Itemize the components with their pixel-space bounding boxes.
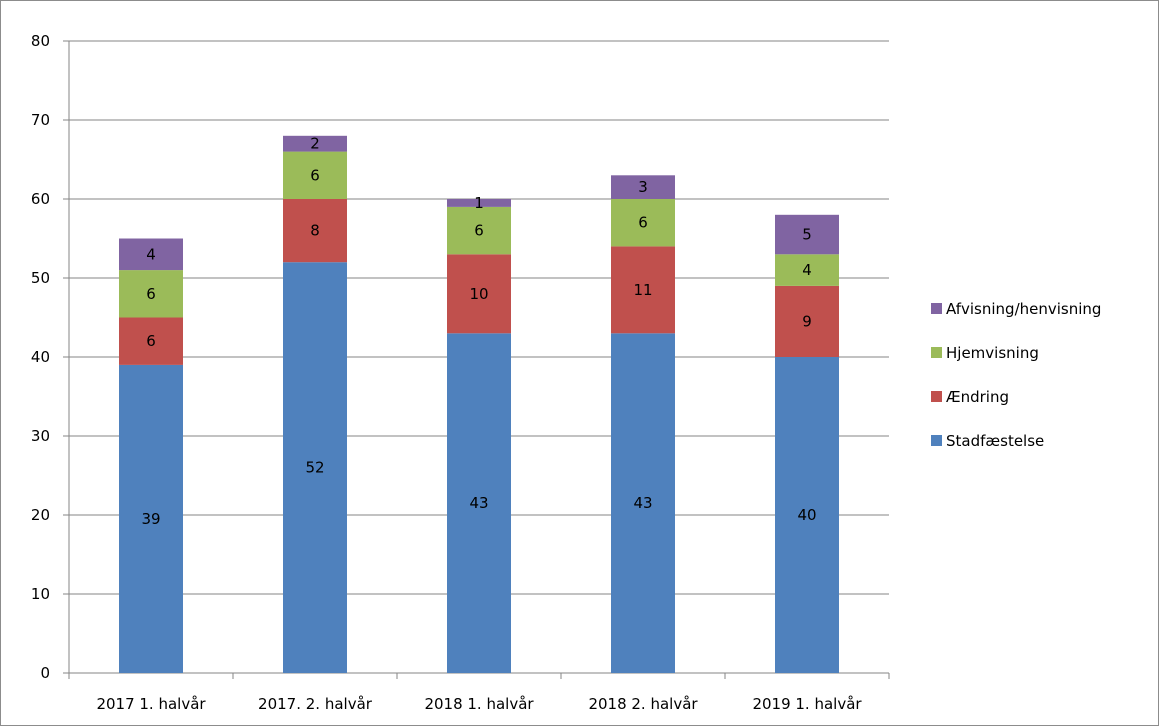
- y-tick-label-0: 0: [40, 664, 50, 682]
- data-label-ndring-1: 6: [146, 332, 156, 350]
- bar-hjemvisning-5: [775, 254, 839, 286]
- legend-swatch-ndring: [931, 391, 942, 402]
- data-label-ndring-5: 9: [802, 312, 812, 330]
- y-tick-label-80: 80: [31, 32, 50, 50]
- legend-label-ndring: Ændring: [946, 388, 1009, 406]
- data-label-stadf-stelse-3: 43: [469, 494, 488, 512]
- y-tick-label-60: 60: [31, 190, 50, 208]
- data-label-ndring-2: 8: [310, 222, 320, 240]
- y-tick-label-10: 10: [31, 585, 50, 603]
- bar-stadf-stelse-5: [775, 357, 839, 673]
- x-tick-label-2017-2-halv-r: 2017. 2. halvår: [258, 695, 373, 713]
- bar-ndring-4: [611, 246, 675, 334]
- y-tick-label-70: 70: [31, 111, 50, 129]
- data-label-hjemvisning-5: 4: [802, 261, 812, 279]
- legend-label-hjemvisning: Hjemvisning: [946, 344, 1039, 362]
- legend-swatch-afvisning-henvisning: [931, 303, 942, 314]
- data-labels: 39 6 6 4 52 8 6 2 43 10 6 1 43 11 6 3 40 9 4 5: [141, 135, 816, 528]
- bar-stadf-stelse-4: [611, 333, 675, 673]
- y-tick-label-40: 40: [31, 348, 50, 366]
- data-label-afvisning-henvisning-3: 1: [474, 194, 484, 212]
- bar-afvisning-henvisning-3: [447, 199, 511, 207]
- bar-hjemvisning-1: [119, 270, 183, 318]
- legend-swatch-stadf-stelse: [931, 435, 942, 446]
- x-tick-label-2018-2-halv-r: 2018 2. halvår: [588, 695, 698, 713]
- bar-ndring-2: [283, 199, 347, 263]
- bars: [119, 135, 839, 673]
- x-tick-label-2017-1-halv-r: 2017 1. halvår: [96, 695, 206, 713]
- bar-afvisning-henvisning-2: [283, 135, 347, 152]
- data-label-stadf-stelse-4: 43: [633, 494, 652, 512]
- data-label-afvisning-henvisning-5: 5: [802, 226, 812, 244]
- axes: 0 10 20 30 40 50 60 70 80 2017 1. halvår 2017. 2. …: [31, 32, 890, 713]
- data-label-stadf-stelse-2: 52: [305, 459, 324, 477]
- y-tick-label-50: 50: [31, 269, 50, 287]
- bar-hjemvisning-4: [611, 199, 675, 247]
- bar-hjemvisning-2: [283, 151, 347, 199]
- data-label-stadf-stelse-5: 40: [797, 506, 816, 524]
- y-tick-label-20: 20: [31, 506, 50, 524]
- bar-afvisning-henvisning-4: [611, 175, 675, 199]
- data-label-ndring-3: 10: [469, 285, 488, 303]
- x-tick-label-2019-1-halv-r: 2019 1. halvår: [752, 695, 862, 713]
- legend: Afvisning/henvisning Hjemvisning Ændring St…: [931, 300, 1101, 450]
- bar-stadf-stelse-1: [119, 364, 183, 673]
- legend-label-afvisning-henvisning: Afvisning/henvisning: [946, 300, 1101, 318]
- data-label-afvisning-henvisning-2: 2: [310, 135, 320, 153]
- data-label-hjemvisning-1: 6: [146, 285, 156, 303]
- bar-stadf-stelse-2: [283, 262, 347, 673]
- data-label-hjemvisning-2: 6: [310, 166, 320, 184]
- bar-ndring-5: [775, 285, 839, 357]
- bar-ndring-1: [119, 317, 183, 365]
- data-label-ndring-4: 11: [633, 281, 652, 299]
- data-label-afvisning-henvisning-4: 3: [638, 178, 648, 196]
- legend-label-stadf-stelse: Stadfæstelse: [946, 432, 1044, 450]
- bar-afvisning-henvisning-1: [119, 238, 183, 271]
- bar-hjemvisning-3: [447, 206, 511, 255]
- data-label-stadf-stelse-1: 39: [141, 510, 160, 528]
- data-label-hjemvisning-4: 6: [638, 214, 648, 232]
- data-label-hjemvisning-3: 6: [474, 222, 484, 240]
- bar-stadf-stelse-3: [447, 333, 511, 673]
- bar-afvisning-henvisning-5: [775, 214, 839, 255]
- bar-ndring-3: [447, 254, 511, 334]
- y-tick-label-30: 30: [31, 427, 50, 445]
- x-tick-label-2018-1-halv-r: 2018 1. halvår: [424, 695, 534, 713]
- legend-swatch-hjemvisning: [931, 347, 942, 358]
- data-label-afvisning-henvisning-1: 4: [146, 245, 156, 263]
